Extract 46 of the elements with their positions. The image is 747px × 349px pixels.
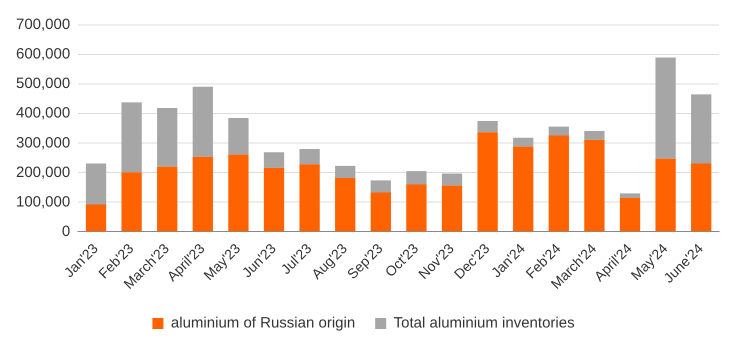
bar (264, 152, 284, 168)
bar (442, 186, 462, 232)
bar (86, 164, 106, 205)
bar (192, 156, 213, 232)
bar (370, 180, 391, 192)
bar (477, 132, 498, 232)
legend-label: aluminium of Russian origin (170, 314, 356, 332)
bar (620, 193, 640, 198)
bar (548, 135, 569, 232)
bar (86, 204, 106, 232)
y-tick-label: 600,000 (16, 46, 70, 63)
y-tick-label: 100,000 (16, 193, 70, 210)
bar (264, 168, 284, 232)
bar (691, 94, 712, 164)
y-tick-label: 300,000 (16, 134, 70, 152)
bar (192, 86, 213, 157)
bar (655, 57, 676, 159)
bar (548, 126, 569, 136)
bar (121, 172, 142, 232)
bar (584, 140, 605, 232)
bar (406, 184, 427, 232)
legend-label: Total aluminium inventories (394, 314, 575, 332)
bar (228, 154, 249, 232)
bar (655, 158, 676, 232)
bar (121, 102, 142, 172)
bar (157, 166, 178, 232)
bar (299, 149, 320, 164)
bar (299, 164, 320, 232)
bar (335, 178, 356, 232)
bar (620, 198, 640, 232)
bar (370, 192, 391, 232)
bar (228, 118, 249, 155)
bar (477, 120, 498, 132)
bar (513, 146, 534, 232)
y-tick-label: 0 (62, 222, 70, 240)
bar (584, 131, 605, 140)
bar (691, 164, 712, 232)
y-tick-label: 700,000 (16, 16, 70, 34)
y-tick-label: 400,000 (16, 104, 70, 122)
y-tick-label: 200,000 (16, 164, 70, 181)
bar (335, 166, 356, 178)
bar (513, 138, 534, 147)
bar (157, 108, 178, 167)
y-tick-label: 500,000 (16, 75, 70, 92)
bar (442, 174, 462, 186)
bar (406, 171, 427, 184)
